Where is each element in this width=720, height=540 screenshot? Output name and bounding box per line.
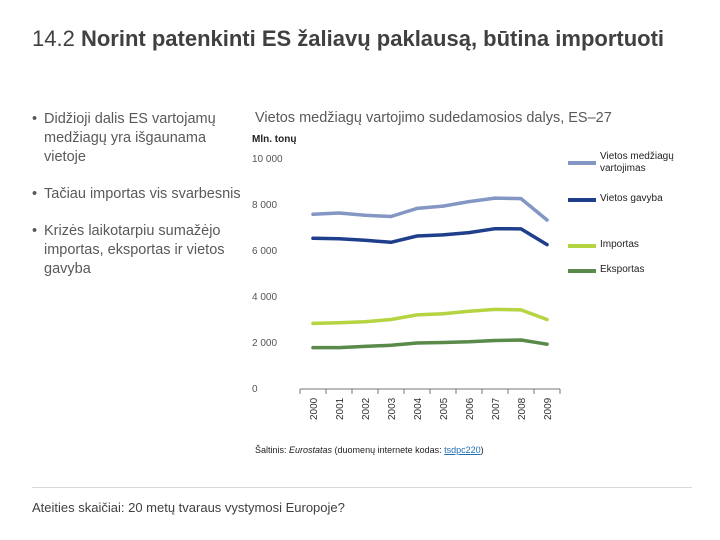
data-point bbox=[545, 242, 549, 247]
bullet-symbol: • bbox=[32, 186, 38, 202]
y-tick-label: 2 000 bbox=[252, 338, 277, 349]
legend-swatch bbox=[568, 244, 596, 248]
data-point bbox=[337, 346, 341, 350]
line-chart: Mln. tonų 0 2 000 4 000 6 000 8 000 10 000 2000… bbox=[252, 134, 561, 420]
bullet-list: • Didžioji dalis ES vartojamų medžiagų y… bbox=[32, 110, 247, 297]
series-line-2 bbox=[311, 307, 549, 326]
y-tick-label: 4 000 bbox=[252, 292, 277, 303]
series-line-3 bbox=[311, 338, 549, 350]
legend-swatch bbox=[568, 198, 596, 202]
data-point bbox=[519, 338, 523, 342]
source-prefix: Šaltinis: bbox=[255, 445, 290, 455]
source-code-link[interactable]: tsdpc220 bbox=[444, 445, 481, 455]
data-point bbox=[389, 343, 393, 347]
bullet-symbol: • bbox=[32, 111, 38, 127]
source-suffix: ) bbox=[480, 445, 484, 455]
data-point bbox=[493, 196, 497, 200]
legend-label: Importas bbox=[600, 239, 639, 250]
data-point bbox=[337, 321, 341, 325]
data-point bbox=[519, 196, 523, 201]
data-point bbox=[363, 320, 367, 324]
data-point bbox=[311, 236, 315, 240]
x-tick-label: 2004 bbox=[413, 397, 424, 420]
x-tick-label: 2008 bbox=[517, 397, 528, 420]
data-point bbox=[415, 341, 419, 345]
data-point bbox=[363, 238, 367, 242]
x-tick-label: 2006 bbox=[465, 397, 476, 420]
data-point bbox=[311, 321, 315, 326]
data-point bbox=[545, 342, 549, 346]
data-point bbox=[545, 317, 549, 322]
bullet-symbol: • bbox=[32, 223, 38, 239]
source-name: Eurostatas bbox=[289, 445, 333, 455]
chart-source: Šaltinis: Eurostatas (duomenų internete … bbox=[255, 445, 484, 455]
data-point bbox=[389, 240, 393, 244]
data-point bbox=[493, 307, 497, 312]
bullet-text: Krizės laikotarpiu sumažėjo importas, ek… bbox=[44, 223, 225, 277]
footer-divider bbox=[32, 487, 692, 488]
data-point bbox=[441, 233, 445, 237]
data-point bbox=[493, 338, 497, 343]
series-line-1 bbox=[311, 226, 549, 247]
data-point bbox=[519, 308, 523, 312]
x-tick-label: 2000 bbox=[309, 397, 320, 420]
bullet-item: • Tačiau importas vis svarbesnis bbox=[32, 185, 247, 204]
data-point bbox=[519, 227, 523, 231]
x-tick-label: 2001 bbox=[335, 397, 346, 420]
x-tick-label: 2005 bbox=[439, 397, 450, 420]
legend-label: Eksportas bbox=[600, 264, 645, 275]
footer-text: Ateities skaičiai: 20 metų tvaraus vysty… bbox=[32, 500, 345, 515]
x-tick-label: 2003 bbox=[387, 397, 398, 420]
data-point bbox=[493, 227, 497, 231]
data-point bbox=[389, 214, 393, 219]
y-tick-label: 8 000 bbox=[252, 200, 277, 211]
legend-label: Vietos gavyba bbox=[600, 193, 663, 204]
data-point bbox=[337, 237, 341, 241]
data-point bbox=[337, 211, 341, 215]
legend-swatch bbox=[568, 161, 596, 165]
data-point bbox=[363, 344, 367, 349]
x-tick-label: 2002 bbox=[361, 397, 372, 420]
data-point bbox=[311, 346, 315, 350]
data-point bbox=[467, 199, 471, 204]
source-middle: (duomenų internete kodas: bbox=[332, 445, 445, 455]
title-text: Norint patenkinti ES žaliavų paklausą, b… bbox=[80, 26, 665, 51]
data-point bbox=[441, 204, 445, 208]
data-point bbox=[467, 231, 471, 235]
y-tick-label: 10 000 bbox=[252, 154, 283, 165]
x-tick-label: 2007 bbox=[491, 397, 502, 420]
chart-title: Vietos medžiagų vartojimo sudedamosios d… bbox=[255, 110, 612, 126]
legend-label: Vietos medžiagų vartojimas bbox=[600, 151, 674, 174]
bullet-text: Didžioji dalis ES vartojamų medžiagų yra… bbox=[44, 111, 216, 165]
data-point bbox=[545, 218, 549, 222]
data-point bbox=[441, 340, 445, 345]
x-tick-label: 2009 bbox=[543, 397, 554, 420]
bullet-item: • Didžioji dalis ES vartojamų medžiagų y… bbox=[32, 110, 247, 167]
bullet-text: Tačiau importas vis svarbesnis bbox=[44, 186, 241, 202]
series-line-0 bbox=[311, 196, 549, 222]
data-point bbox=[467, 340, 471, 344]
data-point bbox=[415, 313, 419, 317]
legend-swatch bbox=[568, 269, 596, 273]
data-point bbox=[415, 234, 419, 238]
bullet-item: • Krizės laikotarpiu sumažėjo importas, … bbox=[32, 222, 247, 279]
title-number: 14.2 bbox=[32, 26, 75, 51]
data-point bbox=[311, 212, 315, 216]
data-point bbox=[415, 206, 419, 211]
y-tick-label: 0 bbox=[252, 384, 258, 395]
data-point bbox=[441, 312, 445, 316]
y-axis-label: Mln. tonų bbox=[252, 134, 296, 145]
data-point bbox=[467, 309, 471, 313]
data-point bbox=[363, 213, 367, 217]
y-tick-label: 6 000 bbox=[252, 246, 277, 257]
slide-title: 14.2 Norint patenkinti ES žaliavų paklau… bbox=[32, 24, 672, 53]
data-point bbox=[389, 317, 393, 322]
